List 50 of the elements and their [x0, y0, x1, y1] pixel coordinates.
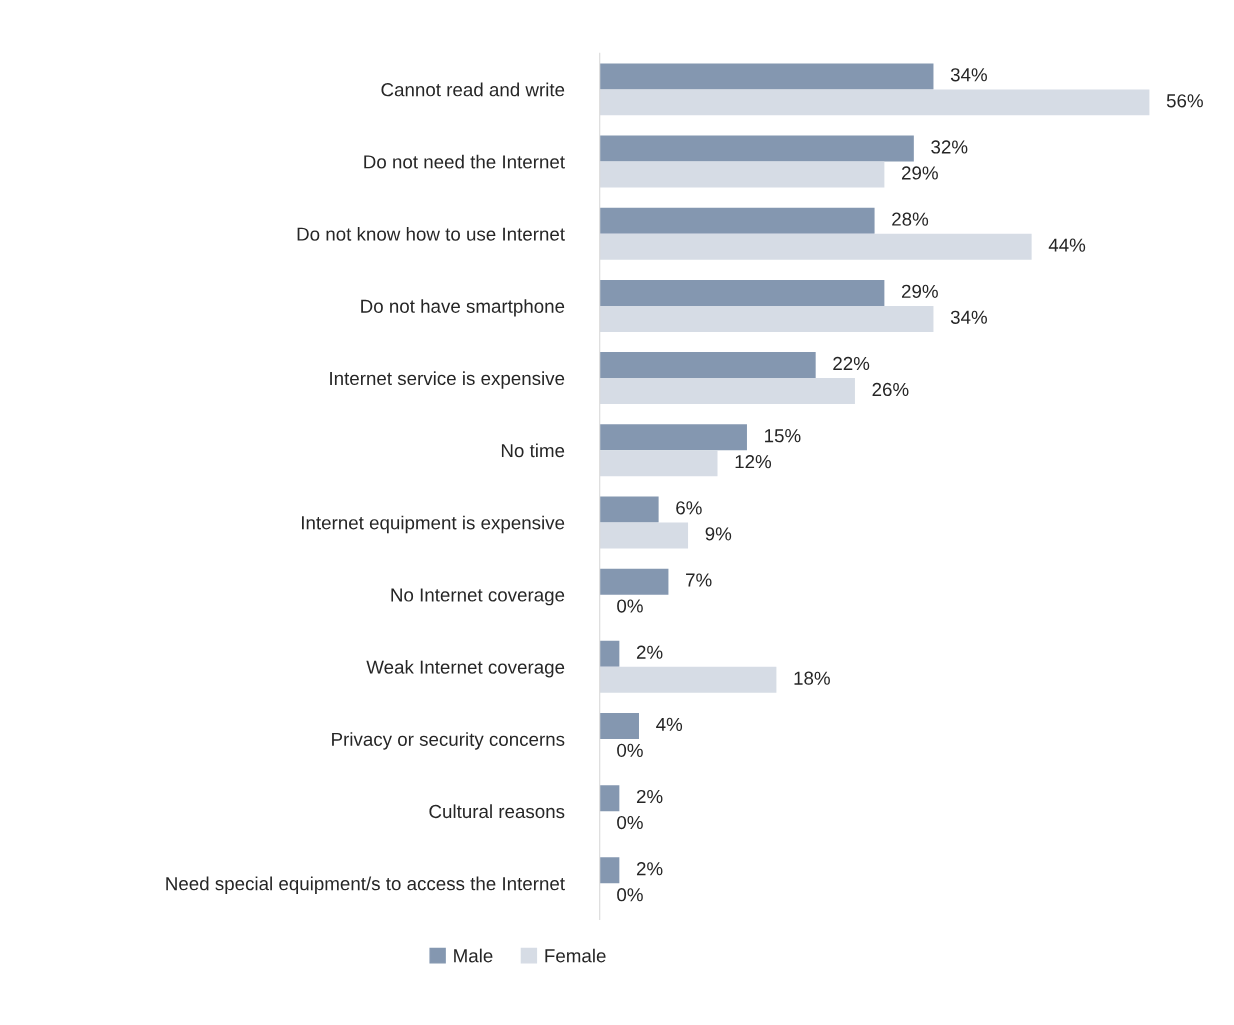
bar: [599, 352, 816, 379]
y-tick-label: Do not need the Internet: [364, 154, 565, 169]
data-label: 34%: [950, 68, 987, 82]
y-tick-label: Weak Internet coverage: [366, 660, 565, 678]
y-tick-label: Privacy or security concerns: [332, 732, 565, 750]
data-label: 29%: [902, 166, 938, 180]
y-tick-label: Do not know how to use Internet: [297, 226, 565, 241]
data-label: 0%: [617, 743, 643, 758]
y-tick-label: No Internet coverage: [391, 588, 565, 606]
data-label: 0%: [617, 599, 643, 613]
y-tick-label: Do not have smartphone: [361, 299, 565, 317]
bar: [599, 713, 639, 739]
bar: [599, 63, 934, 90]
data-label: 34%: [950, 310, 987, 324]
data-label: 2%: [636, 862, 663, 876]
data-label: 28%: [892, 212, 929, 226]
data-label: 6%: [676, 501, 702, 515]
legend-label: Female: [545, 948, 606, 963]
bar: [599, 496, 659, 523]
y-tick-label: Internet service is expensive: [330, 371, 565, 389]
bar: [599, 640, 620, 667]
y-tick-label: Cultural reasons: [429, 804, 565, 819]
data-label: 9%: [705, 527, 732, 541]
data-label: 44%: [1048, 238, 1086, 252]
data-label: 22%: [833, 356, 870, 371]
data-label: 15%: [765, 429, 801, 443]
y-tick-label: Internet equipment is expensive: [302, 515, 565, 534]
data-label: 4%: [656, 717, 683, 731]
bar: [599, 424, 747, 451]
data-label: 18%: [794, 671, 830, 685]
bar: [599, 785, 620, 812]
data-label: 12%: [735, 455, 772, 469]
data-label: 29%: [902, 284, 938, 298]
bar: [599, 568, 669, 595]
data-label: 0%: [617, 888, 643, 902]
data-label: 56%: [1166, 94, 1203, 108]
data-label: 7%: [686, 573, 712, 587]
data-label: 26%: [872, 382, 909, 397]
bar: [599, 279, 885, 306]
data-label: 0%: [617, 815, 643, 830]
data-label: 32%: [931, 140, 968, 154]
bar: [599, 135, 914, 162]
legend-label: Male: [454, 948, 493, 963]
y-tick-label: Cannot read and write: [381, 82, 565, 97]
bar: [599, 207, 875, 234]
y-tick-label: No time: [501, 443, 565, 458]
data-label: 2%: [636, 645, 663, 659]
bar: [599, 857, 620, 884]
y-tick-label: Need special equipment/s to access the Internet: [166, 876, 565, 895]
data-label: 2%: [636, 789, 663, 804]
